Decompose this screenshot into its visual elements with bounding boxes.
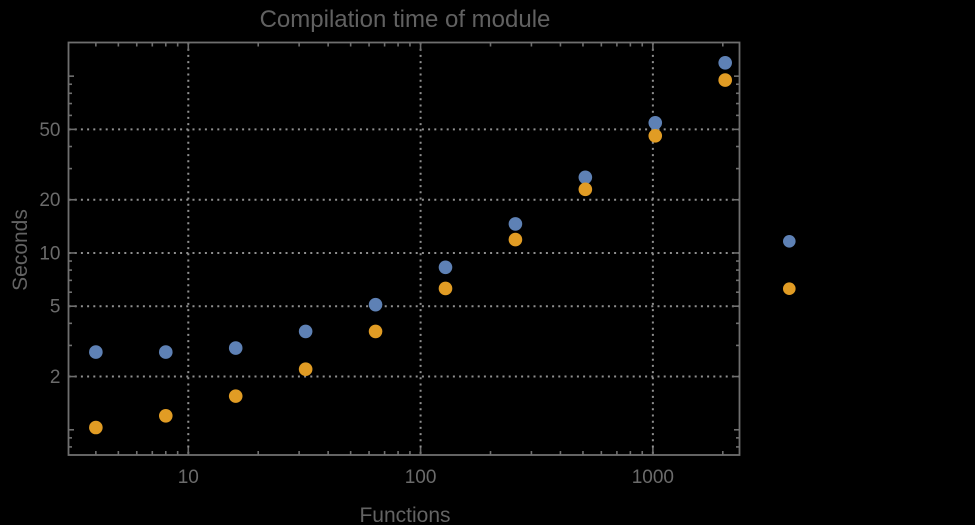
legend-marker-series-orange [783, 282, 796, 296]
y-tick-label-20: 20 [39, 190, 60, 211]
point-orange-x256 [508, 232, 523, 247]
legend-marker-series-blue [783, 235, 796, 248]
y-tick-label-10: 10 [39, 243, 60, 264]
point-orange-x512 [578, 182, 593, 197]
x-axis-label: Functions [359, 504, 451, 525]
point-blue-x2048 [718, 55, 732, 70]
point-orange-x8 [158, 408, 173, 423]
point-blue-x128 [438, 260, 453, 275]
x-tick-label-100: 100 [405, 467, 437, 488]
point-orange-x32 [298, 362, 313, 377]
point-blue-x32 [298, 324, 313, 339]
y-axis-label: Seconds [9, 209, 32, 291]
point-blue-x256 [508, 217, 523, 231]
point-orange-x1024 [648, 128, 663, 143]
point-orange-x128 [438, 281, 453, 296]
point-orange-x4 [89, 420, 103, 435]
y-tick-label-2: 2 [50, 367, 61, 388]
point-blue-x8 [158, 345, 173, 359]
y-tick-label-50: 50 [39, 120, 60, 141]
y-tick-label-5: 5 [50, 297, 61, 318]
plot-frame [67, 41, 741, 456]
point-orange-x2048 [718, 73, 732, 87]
point-blue-x4 [89, 345, 103, 359]
point-orange-x64 [368, 324, 383, 339]
x-tick-label-1000: 1000 [632, 467, 674, 488]
point-blue-x16 [228, 341, 243, 355]
point-orange-x16 [228, 389, 243, 403]
point-blue-x512 [578, 170, 593, 185]
point-blue-x64 [368, 297, 383, 312]
point-blue-x1024 [648, 115, 663, 130]
x-tick-label-10: 10 [178, 467, 199, 488]
chart-title: Compilation time of module [259, 6, 551, 33]
